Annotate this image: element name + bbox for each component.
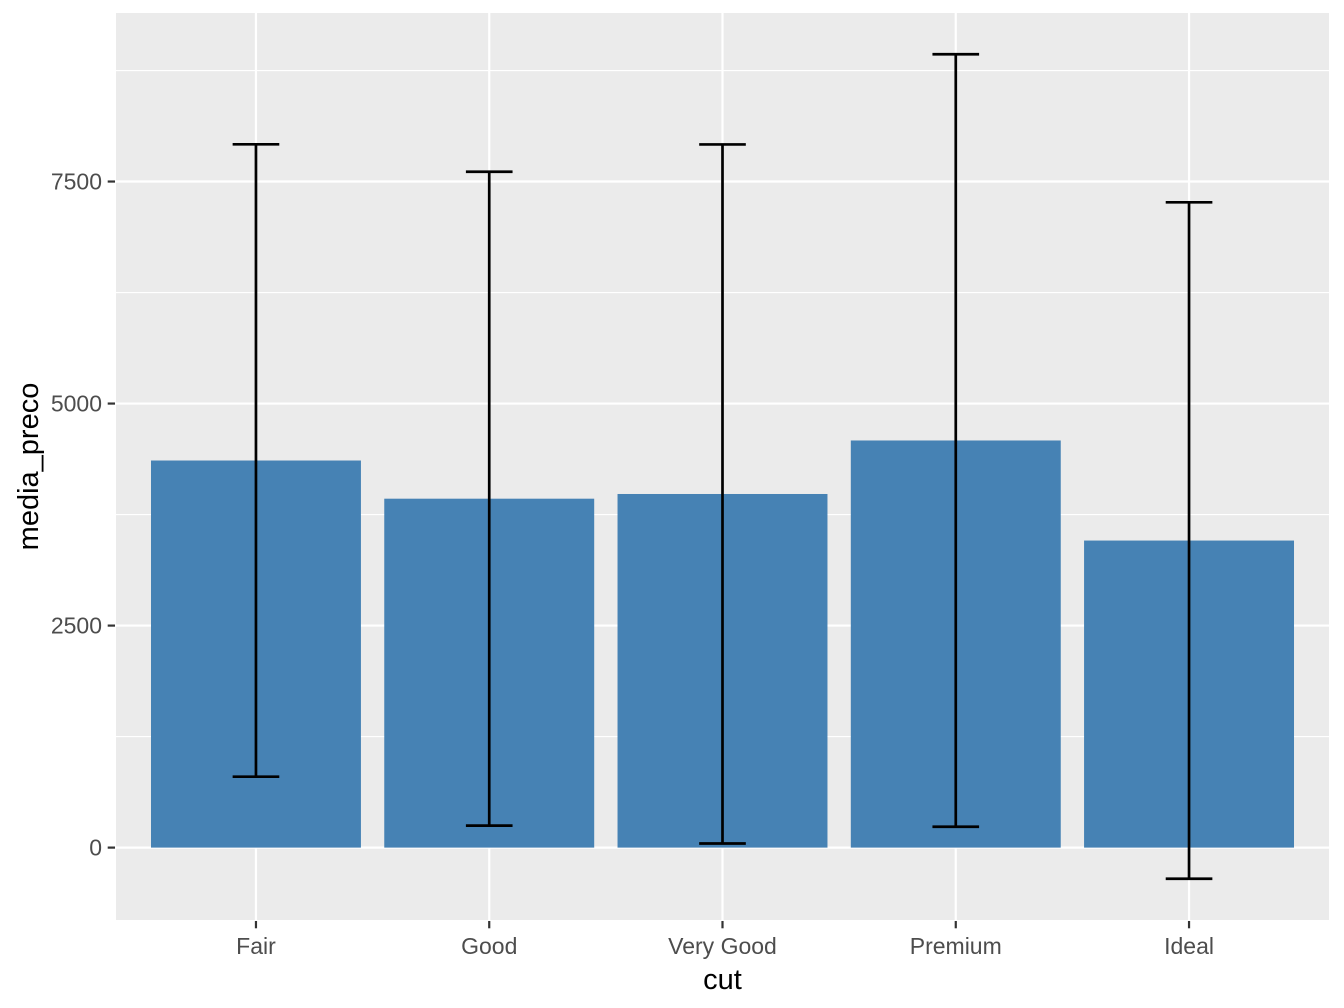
- errorbar-ideal: [1165, 200, 1213, 881]
- axis-tick-marks: [107, 180, 1191, 929]
- errorbar-very-good: [699, 143, 746, 845]
- y-tick-label: 2500: [51, 613, 102, 639]
- y-tick-label: 7500: [51, 169, 102, 195]
- y-tick-label: 0: [89, 835, 102, 861]
- x-tick-label: Good: [461, 933, 517, 959]
- x-axis-title: cut: [703, 964, 742, 996]
- y-axis-title: media_preco: [13, 383, 45, 551]
- x-tick-label: Ideal: [1164, 933, 1214, 959]
- x-tick-label: Fair: [236, 933, 276, 959]
- x-tick-label: Premium: [910, 933, 1002, 959]
- errorbar-premium: [932, 52, 980, 829]
- axis-labels: 0 2500 5000 7500 Fair Good Very Good Premium Ide…: [13, 169, 1214, 996]
- errorbar-fair: [232, 142, 280, 779]
- errorbar-good: [465, 170, 513, 828]
- y-tick-label: 5000: [51, 391, 102, 417]
- x-tick-label: Very Good: [668, 933, 777, 959]
- error-bars: [232, 52, 1213, 881]
